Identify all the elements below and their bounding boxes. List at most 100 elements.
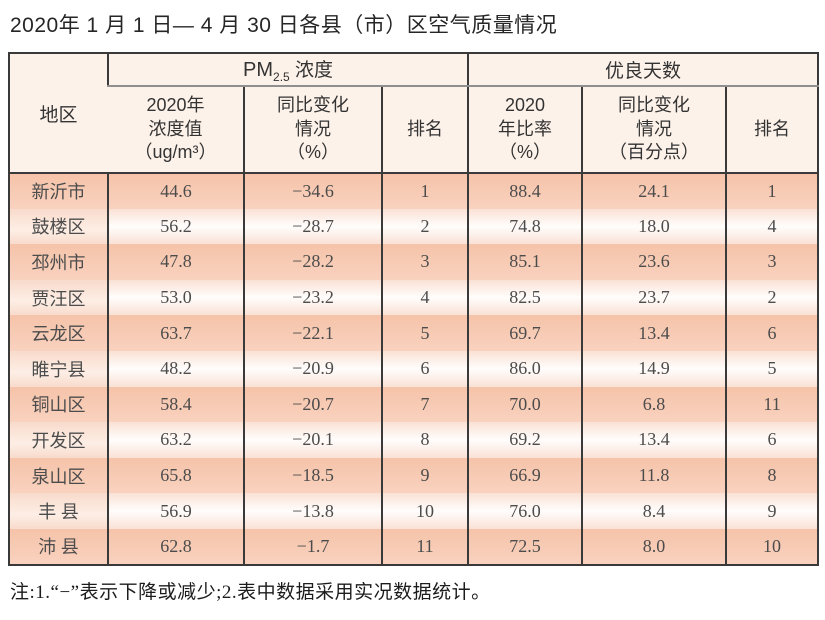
pm-value-cell: 56.2 bbox=[107, 208, 244, 245]
good-rank-cell: 6 bbox=[725, 315, 819, 351]
table-body: 新沂市 44.6 −34.6 1 88.4 24.1 1 鼓楼区 56.2 −2… bbox=[9, 173, 819, 565]
table-row: 开发区 63.2 −20.1 8 69.2 13.4 6 bbox=[9, 422, 819, 458]
region-cell: 开发区 bbox=[9, 422, 108, 458]
good-change-cell: 14.9 bbox=[581, 350, 727, 387]
pm-change-cell: −1.7 bbox=[243, 528, 382, 565]
pm-value-cell: 56.9 bbox=[107, 493, 244, 529]
good-ratio-cell: 88.4 bbox=[467, 173, 583, 209]
pm-value-cell: 65.8 bbox=[107, 457, 244, 494]
good-ratio-cell: 76.0 bbox=[467, 493, 583, 529]
footnote: 注:1.“−”表示下降或减少;2.表中数据采用实况数据统计。 bbox=[10, 581, 491, 603]
table-row: 丰 县 56.9 −13.8 10 76.0 8.4 9 bbox=[9, 493, 819, 529]
good-change-cell: 18.0 bbox=[581, 208, 727, 245]
good-change-cell: 11.8 bbox=[581, 457, 727, 494]
good-change-column-header: 同比变化 情况 （百分点） bbox=[581, 86, 727, 174]
table-row: 沛 县 62.8 −1.7 11 72.5 8.0 10 bbox=[9, 528, 819, 565]
pm-rank-cell: 10 bbox=[380, 493, 469, 529]
table-header: 地区 PM2.5 浓度 优良天数 2020年 浓度值 （ug/m³） 同比变化 … bbox=[9, 53, 819, 174]
region-cell: 贾汪区 bbox=[9, 279, 108, 316]
good-change-cell: 13.4 bbox=[581, 422, 727, 458]
good-change-cell: 8.4 bbox=[581, 493, 727, 529]
pm-change-column-header: 同比变化 情况 （%） bbox=[243, 86, 382, 174]
pm-rank-cell: 3 bbox=[380, 244, 469, 280]
pm-rank-cell: 1 bbox=[380, 173, 469, 209]
good-rank-cell: 11 bbox=[725, 386, 819, 423]
good-ratio-cell: 82.5 bbox=[467, 279, 583, 316]
table-row: 贾汪区 53.0 −23.2 4 82.5 23.7 2 bbox=[9, 279, 819, 316]
pm-rank-cell: 11 bbox=[380, 528, 469, 565]
pm-value-cell: 63.7 bbox=[107, 315, 244, 351]
good-ratio-column-header: 2020 年比率 （%） bbox=[467, 86, 583, 174]
pm-change-cell: −23.2 bbox=[243, 279, 382, 316]
region-cell: 鼓楼区 bbox=[9, 208, 108, 245]
pm-value-cell: 58.4 bbox=[107, 386, 244, 423]
pm-change-cell: −13.8 bbox=[243, 493, 382, 529]
good-rank-cell: 3 bbox=[725, 244, 819, 280]
good-rank-column-header: 排名 bbox=[725, 86, 819, 174]
pm-change-cell: −28.2 bbox=[243, 244, 382, 280]
pm-value-cell: 63.2 bbox=[107, 422, 244, 458]
good-days-group-header: 优良天数 bbox=[467, 53, 819, 87]
table-row: 鼓楼区 56.2 −28.7 2 74.8 18.0 4 bbox=[9, 208, 819, 245]
pm-rank-cell: 6 bbox=[380, 350, 469, 387]
good-ratio-cell: 86.0 bbox=[467, 350, 583, 387]
good-rank-cell: 1 bbox=[725, 173, 819, 209]
pm-value-cell: 44.6 bbox=[107, 173, 244, 209]
pm-change-cell: −28.7 bbox=[243, 208, 382, 245]
group-header-row: 地区 PM2.5 浓度 优良天数 bbox=[9, 53, 819, 174]
good-change-cell: 6.8 bbox=[581, 386, 727, 423]
pm-value-cell: 47.8 bbox=[107, 244, 244, 280]
good-rank-cell: 6 bbox=[725, 422, 819, 458]
good-ratio-cell: 70.0 bbox=[467, 386, 583, 423]
region-cell: 邳州市 bbox=[9, 244, 108, 280]
good-change-cell: 23.6 bbox=[581, 244, 727, 280]
region-cell: 铜山区 bbox=[9, 386, 108, 423]
pm-change-cell: −20.9 bbox=[243, 350, 382, 387]
pm25-label: PM2.5 浓度 bbox=[243, 59, 333, 84]
good-rank-cell: 10 bbox=[725, 528, 819, 565]
table-row: 云龙区 63.7 −22.1 5 69.7 13.4 6 bbox=[9, 315, 819, 351]
region-column-header: 地区 bbox=[9, 53, 108, 174]
region-cell: 泉山区 bbox=[9, 457, 108, 494]
region-cell: 云龙区 bbox=[9, 315, 108, 351]
table-row: 邳州市 47.8 −28.2 3 85.1 23.6 3 bbox=[9, 244, 819, 280]
good-ratio-cell: 69.7 bbox=[467, 315, 583, 351]
pm-rank-cell: 4 bbox=[380, 279, 469, 316]
pm-change-cell: −18.5 bbox=[243, 457, 382, 494]
good-rank-cell: 4 bbox=[725, 208, 819, 245]
pm-value-cell: 48.2 bbox=[107, 350, 244, 387]
region-cell: 沛 县 bbox=[9, 528, 108, 565]
good-rank-cell: 9 bbox=[725, 493, 819, 529]
region-cell: 新沂市 bbox=[9, 173, 108, 209]
good-ratio-cell: 85.1 bbox=[467, 244, 583, 280]
pm-rank-column-header: 排名 bbox=[380, 86, 469, 174]
sub-header-row: 2020年 浓度值 （ug/m³） 同比变化 情况 （%） 排名 2020 年比… bbox=[9, 86, 819, 174]
air-quality-table: 地区 PM2.5 浓度 优良天数 2020年 浓度值 （ug/m³） 同比变化 … bbox=[8, 52, 820, 566]
pm-change-cell: −22.1 bbox=[243, 315, 382, 351]
pm-change-cell: −20.7 bbox=[243, 386, 382, 423]
pm-change-cell: −20.1 bbox=[243, 422, 382, 458]
pm-value-cell: 53.0 bbox=[107, 279, 244, 316]
pm-rank-cell: 7 bbox=[380, 386, 469, 423]
pm-rank-cell: 8 bbox=[380, 422, 469, 458]
pm-rank-cell: 9 bbox=[380, 457, 469, 494]
good-change-cell: 8.0 bbox=[581, 528, 727, 565]
good-ratio-cell: 66.9 bbox=[467, 457, 583, 494]
good-rank-cell: 8 bbox=[725, 457, 819, 494]
pm25-group-header: PM2.5 浓度 bbox=[106, 53, 469, 87]
page-title: 2020年 1 月 1 日— 4 月 30 日各县（市）区空气质量情况 bbox=[10, 14, 558, 37]
table-row: 睢宁县 48.2 −20.9 6 86.0 14.9 5 bbox=[9, 350, 819, 387]
pm-value-cell: 62.8 bbox=[107, 528, 244, 565]
good-rank-cell: 5 bbox=[725, 350, 819, 387]
good-ratio-cell: 69.2 bbox=[467, 422, 583, 458]
table-row: 铜山区 58.4 −20.7 7 70.0 6.8 11 bbox=[9, 386, 819, 423]
pm-value-column-header: 2020年 浓度值 （ug/m³） bbox=[108, 86, 244, 174]
good-ratio-cell: 74.8 bbox=[467, 208, 583, 245]
good-change-cell: 24.1 bbox=[581, 173, 727, 209]
pm-rank-cell: 2 bbox=[380, 208, 469, 245]
table-row: 泉山区 65.8 −18.5 9 66.9 11.8 8 bbox=[9, 457, 819, 494]
good-change-cell: 13.4 bbox=[581, 315, 727, 351]
region-cell: 丰 县 bbox=[9, 493, 108, 529]
good-rank-cell: 2 bbox=[725, 279, 819, 316]
